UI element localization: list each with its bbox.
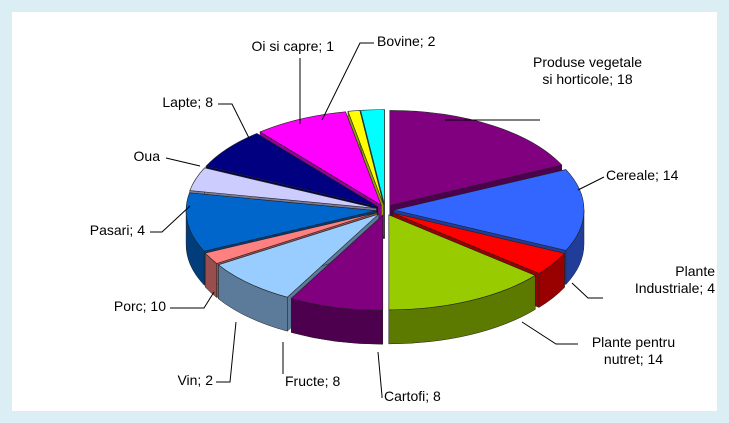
slice-top: [189, 167, 377, 209]
slice: [290, 214, 384, 345]
leader-line: [216, 321, 237, 383]
data-label: Bovine; 2: [377, 33, 436, 49]
slice-top: [204, 212, 378, 264]
data-label: Porc; 10: [113, 298, 166, 314]
leader-line: [218, 103, 251, 141]
data-label: Plante pentru nutret; 14: [591, 334, 676, 367]
leader-line: [377, 351, 383, 398]
leader-line: [170, 291, 215, 309]
data-label: Cartofi; 8: [384, 388, 441, 404]
slice-top: [217, 213, 380, 298]
leader-line: [577, 176, 605, 191]
data-label: Oi si capre; 1: [251, 38, 334, 54]
slice-top: [392, 212, 566, 274]
slice: [388, 214, 536, 345]
slice-top: [290, 214, 384, 311]
data-label: Lapte; 8: [162, 94, 213, 110]
slice-top: [388, 214, 536, 311]
data-label: Plante Industriale; 4: [634, 263, 715, 296]
data-label: Cereale; 14: [606, 167, 679, 183]
slice-top: [360, 109, 385, 205]
data-label: Fructe; 8: [285, 373, 341, 389]
data-label: Oua: [133, 148, 160, 164]
leader-line: [165, 157, 201, 167]
data-label: Pasari; 4: [89, 222, 145, 238]
slice-top: [393, 169, 585, 251]
data-label: Vin; 2: [177, 372, 213, 388]
data-label: Produse vegetale si horticole; 18: [533, 54, 642, 87]
slice-top: [205, 133, 379, 207]
leader-line: [150, 205, 191, 233]
leader-line: [571, 282, 603, 299]
slice-top: [185, 192, 377, 252]
slice-top: [347, 110, 384, 205]
slice-top: [389, 110, 563, 206]
leader-line: [321, 42, 374, 121]
leader-line: [521, 321, 578, 345]
